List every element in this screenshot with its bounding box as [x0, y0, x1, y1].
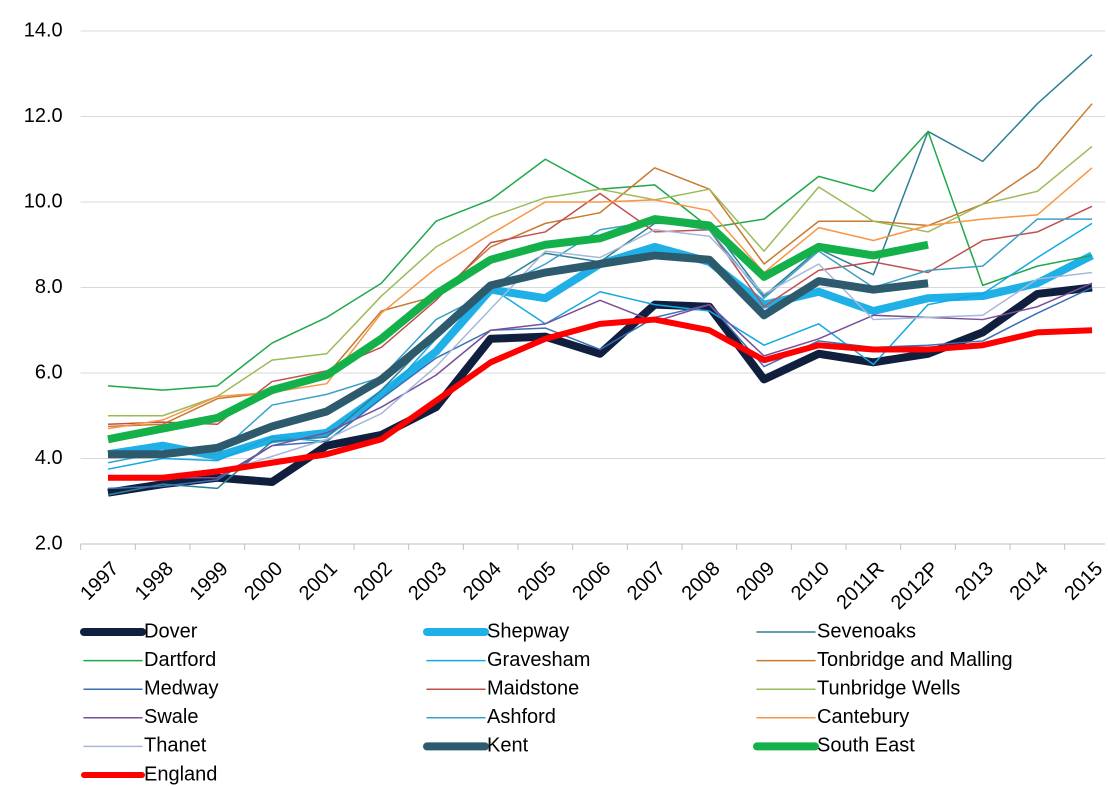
legend-label: Tunbridge Wells	[817, 677, 960, 699]
x-tick-label: 2008	[678, 558, 725, 605]
legend-label: Shepway	[487, 620, 569, 642]
x-tick-label: 2006	[568, 558, 615, 605]
y-tick-label: 8.0	[35, 276, 63, 298]
x-tick-label: 1999	[186, 558, 233, 605]
x-tick-label: 2009	[732, 558, 779, 605]
series-line	[107, 283, 1093, 497]
legend-label: England	[144, 763, 217, 785]
x-tick-label: 2014	[1006, 558, 1053, 605]
series-line	[108, 229, 1093, 481]
x-tick-label: 2012P	[887, 558, 943, 614]
x-tick-label: 2011R	[832, 558, 888, 614]
series-line	[108, 251, 929, 459]
series-line	[108, 145, 1093, 417]
y-tick-label: 4.0	[35, 447, 63, 469]
y-tick-label: 6.0	[35, 361, 63, 383]
x-tick-label: 2003	[404, 558, 451, 605]
x-tick-label: 2000	[240, 558, 287, 605]
x-tick-label: 2001	[295, 558, 342, 605]
series-line	[107, 218, 1093, 464]
legend-label: Dover	[144, 620, 198, 642]
y-tick-label: 10.0	[24, 190, 63, 212]
legend-label: Kent	[487, 735, 529, 757]
legend-label: Maidstone	[487, 677, 579, 699]
x-tick-label: 1997	[76, 558, 123, 605]
legend-label: South East	[817, 735, 915, 757]
legend-label: Cantebury	[817, 706, 909, 728]
legend-label: Sevenoaks	[817, 620, 916, 642]
legend-label: Swale	[144, 706, 198, 728]
x-tick-label: 2010	[787, 558, 834, 605]
y-tick-label: 14.0	[24, 19, 63, 41]
legend-label: Gravesham	[487, 649, 590, 671]
x-tick-label: 2015	[1060, 558, 1107, 605]
y-tick-label: 12.0	[24, 105, 63, 127]
x-tick-label: 1998	[131, 558, 178, 605]
x-tick-label: 2005	[514, 558, 561, 605]
legend-label: Dartford	[144, 649, 216, 671]
series-line	[107, 192, 1093, 426]
legend-label: Tonbridge and Malling	[817, 649, 1013, 671]
x-tick-label: 2004	[459, 558, 506, 605]
x-tick-label: 2002	[350, 558, 397, 605]
series-line	[108, 316, 1093, 481]
y-tick-label: 2.0	[35, 532, 63, 554]
legend-label: Thanet	[144, 735, 207, 757]
legend-label: Medway	[144, 677, 218, 699]
legend-label: Ashford	[487, 706, 556, 728]
x-tick-label: 2007	[623, 558, 670, 605]
x-tick-label: 2013	[951, 558, 998, 605]
series-line	[107, 222, 1093, 470]
series-line	[107, 215, 929, 444]
